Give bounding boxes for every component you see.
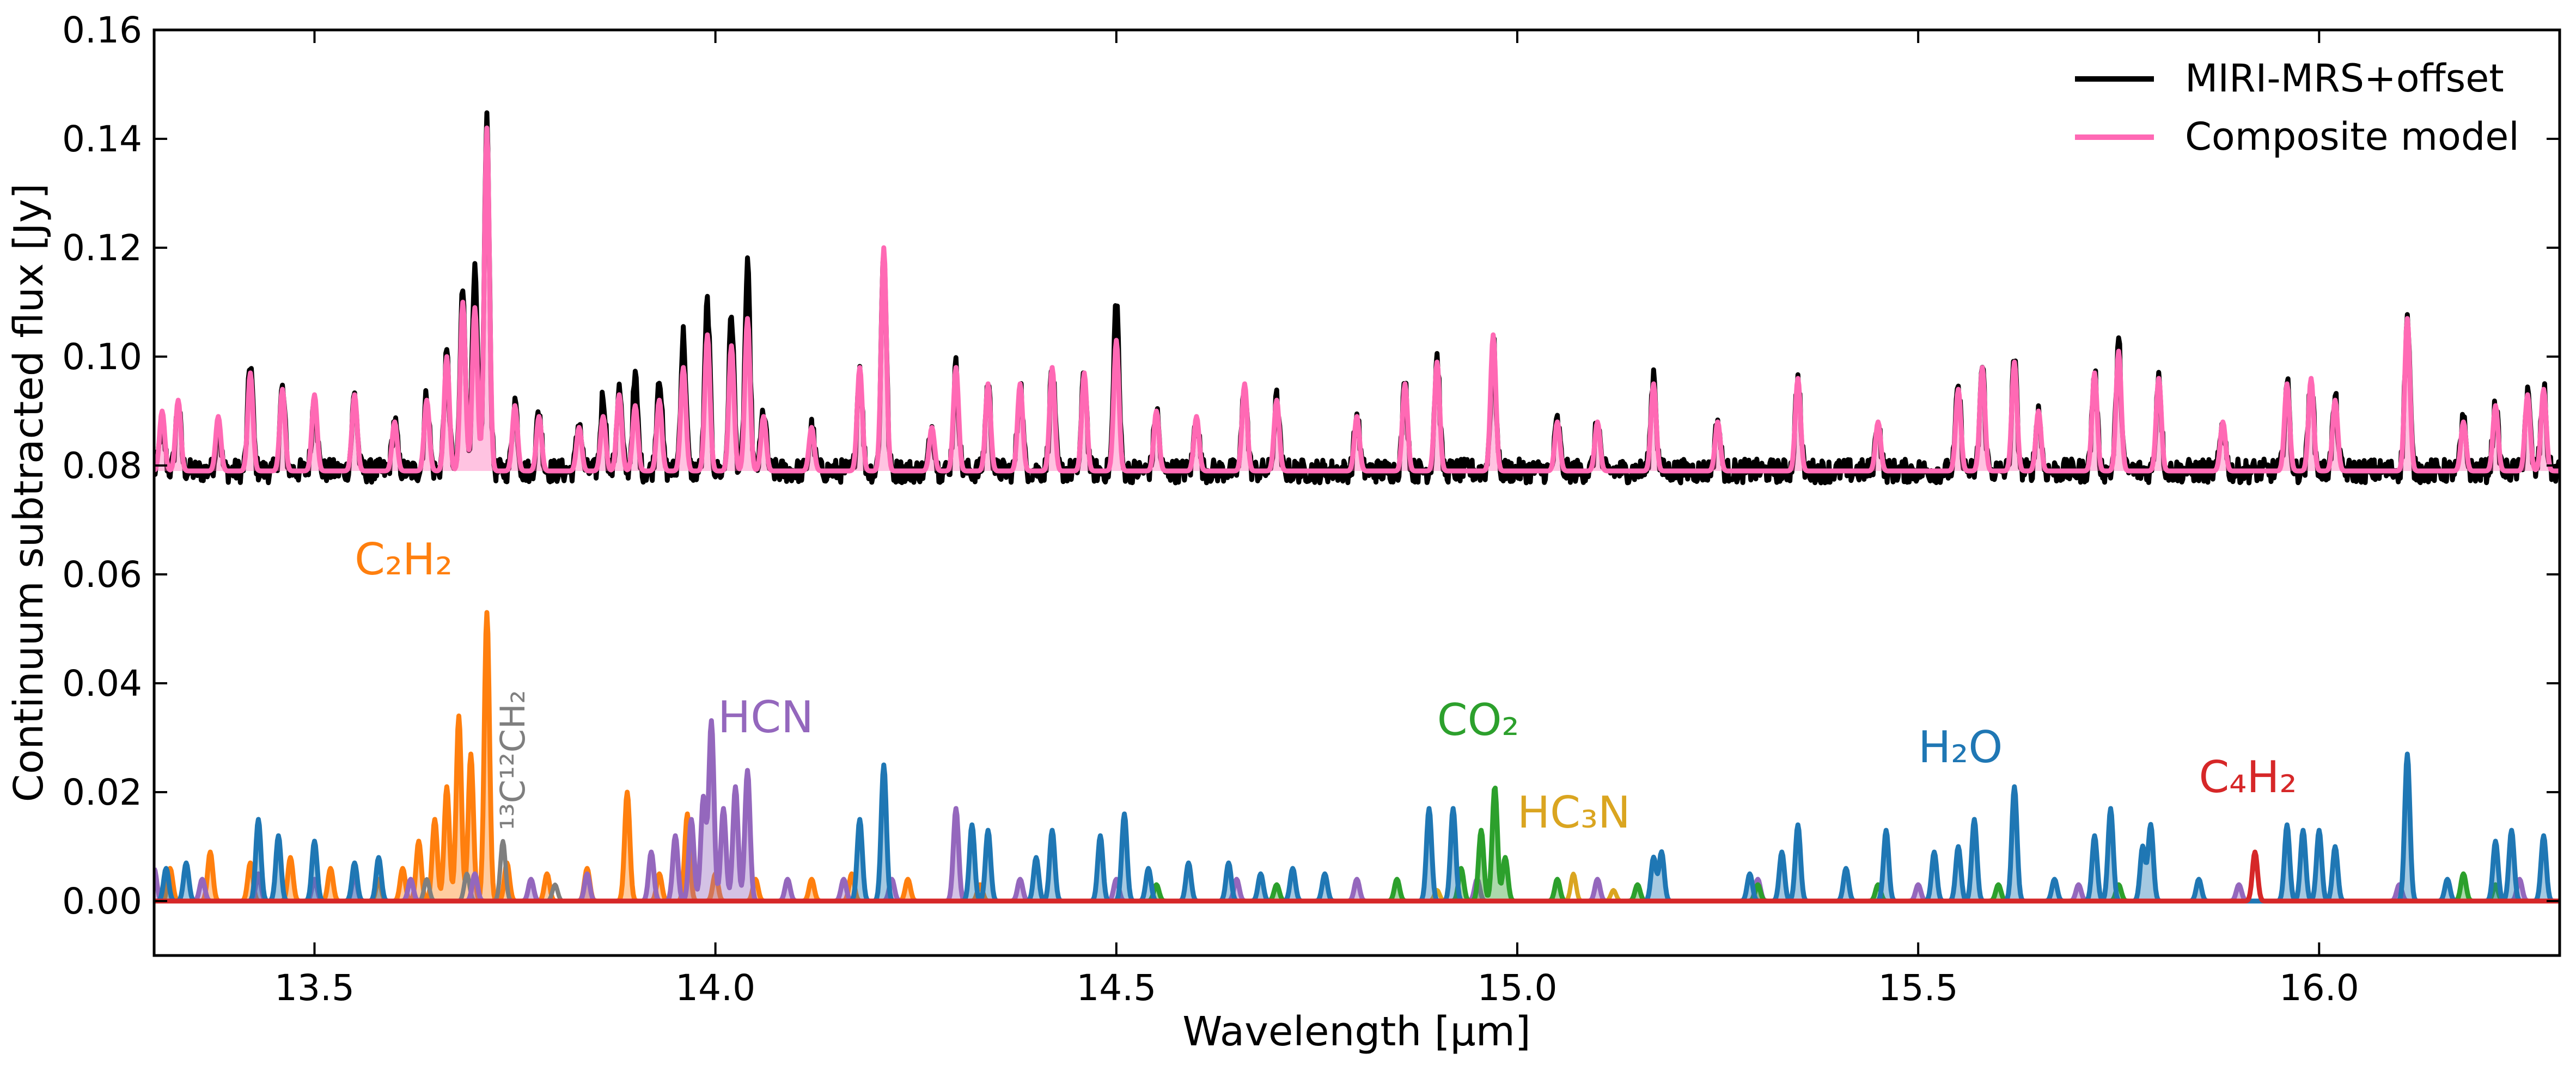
molecule-label-c4h2: C₄H₂: [2199, 752, 2297, 803]
y-tick-label: 0.02: [62, 771, 142, 813]
x-tick-label: 14.5: [1076, 967, 1156, 1009]
molecule-label-hc3n: HC₃N: [1517, 787, 1631, 838]
y-tick-label: 0.04: [62, 663, 142, 705]
molecule-label-h2o: H₂O: [1918, 722, 2003, 773]
y-tick-label: 0.00: [62, 880, 142, 922]
x-tick-label: 16.0: [2279, 967, 2359, 1009]
series-line-miri-mrs-offset: [154, 110, 2560, 486]
legend: MIRI-MRS+offset Composite model: [2075, 56, 2519, 159]
molecule-label-hcn: HCN: [718, 692, 814, 743]
series-line-composite-model: [154, 125, 2560, 474]
x-tick-label: 14.0: [675, 967, 755, 1009]
series-line-c4h2: [154, 849, 2560, 904]
x-axis-label: Wavelength [μm]: [1182, 1008, 1530, 1055]
x-tick-label: 15.0: [1477, 967, 1557, 1009]
molecule-label-co2: CO₂: [1437, 695, 1519, 745]
x-tick-label: 13.5: [274, 967, 355, 1009]
y-tick-label: 0.08: [62, 445, 142, 487]
series-layer: [154, 110, 2560, 904]
y-tick-label: 0.14: [62, 118, 142, 160]
x-tick-label: 15.5: [1878, 967, 1958, 1009]
tick-layer: 13.5 14.0 14.5 15.0 15.5 16.0 0.00 0.02 0.04 0.06…: [62, 9, 2560, 1009]
molecule-label-13c12ch2: ¹³C¹²CH₂: [493, 690, 533, 830]
y-tick-label: 0.12: [62, 227, 142, 269]
y-tick-label: 0.10: [62, 336, 142, 378]
molecule-label-c2h2: C₂H₂: [355, 534, 453, 585]
annotation-layer: C₂H₂ ¹³C¹²CH₂ HCN CO₂ HC₃N H₂O C₄H₂: [355, 534, 2297, 838]
legend-label-data: MIRI-MRS+offset: [2185, 56, 2504, 101]
y-tick-label: 0.06: [62, 554, 142, 596]
y-tick-label: 0.16: [62, 9, 142, 51]
plot-frame: [152, 28, 2561, 957]
y-axis-label: Continuum subtracted flux [Jy]: [5, 183, 52, 803]
legend-label-model: Composite model: [2185, 114, 2519, 159]
